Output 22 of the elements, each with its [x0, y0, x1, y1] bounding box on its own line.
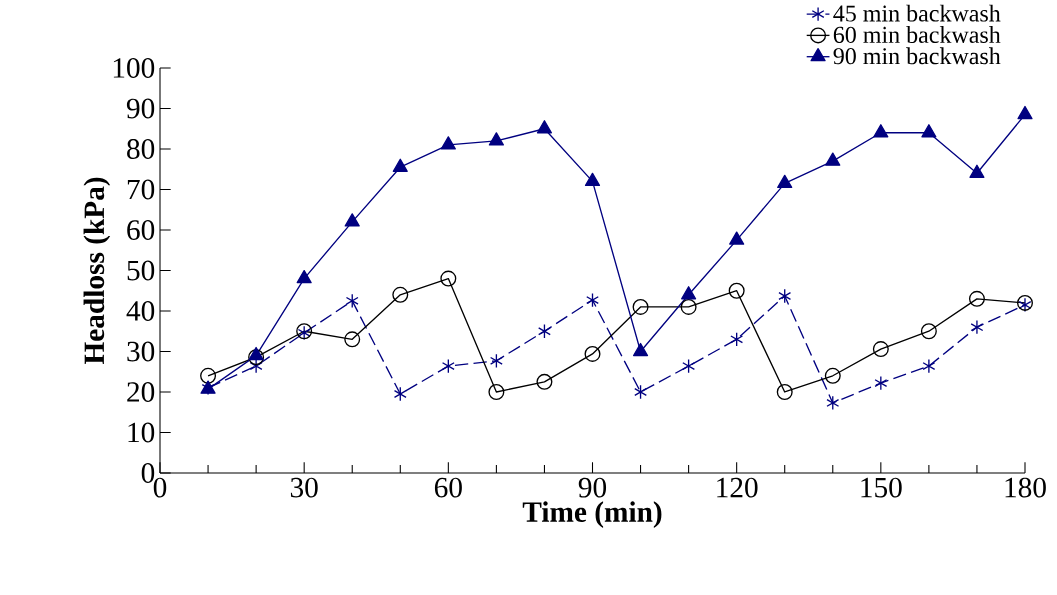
x-tick-label: 30: [290, 477, 318, 498]
y-tick-label: 70: [127, 179, 155, 200]
x-axis-title: Time (min): [522, 501, 662, 528]
y-tick-label: 30: [127, 341, 155, 362]
legend-label: 60 min backwash: [833, 26, 1001, 43]
x-tick-label: 120: [717, 477, 758, 498]
y-tick-label: 20: [127, 382, 155, 402]
y-tick-label: 40: [126, 301, 155, 321]
y-tick-label: 10: [128, 422, 155, 443]
x-tick-label: 180: [1005, 477, 1046, 498]
legend-label: 45 min backwash: [833, 4, 1001, 22]
y-tick-label: 90: [126, 98, 155, 119]
y-tick-label: 60: [127, 220, 155, 240]
x-tick-label: 60: [434, 477, 462, 498]
y-tick-label: 100: [113, 58, 155, 78]
x-tick-label: 150: [861, 477, 902, 498]
y-tick-label: 0: [141, 463, 155, 483]
legend-label: 90 min backwash: [833, 47, 1001, 65]
y-tick-label: 80: [127, 139, 155, 159]
y-tick-label: 50: [127, 260, 155, 281]
y-axis-title: Headloss (kPa): [83, 177, 111, 365]
x-tick-label: 90: [578, 477, 607, 498]
